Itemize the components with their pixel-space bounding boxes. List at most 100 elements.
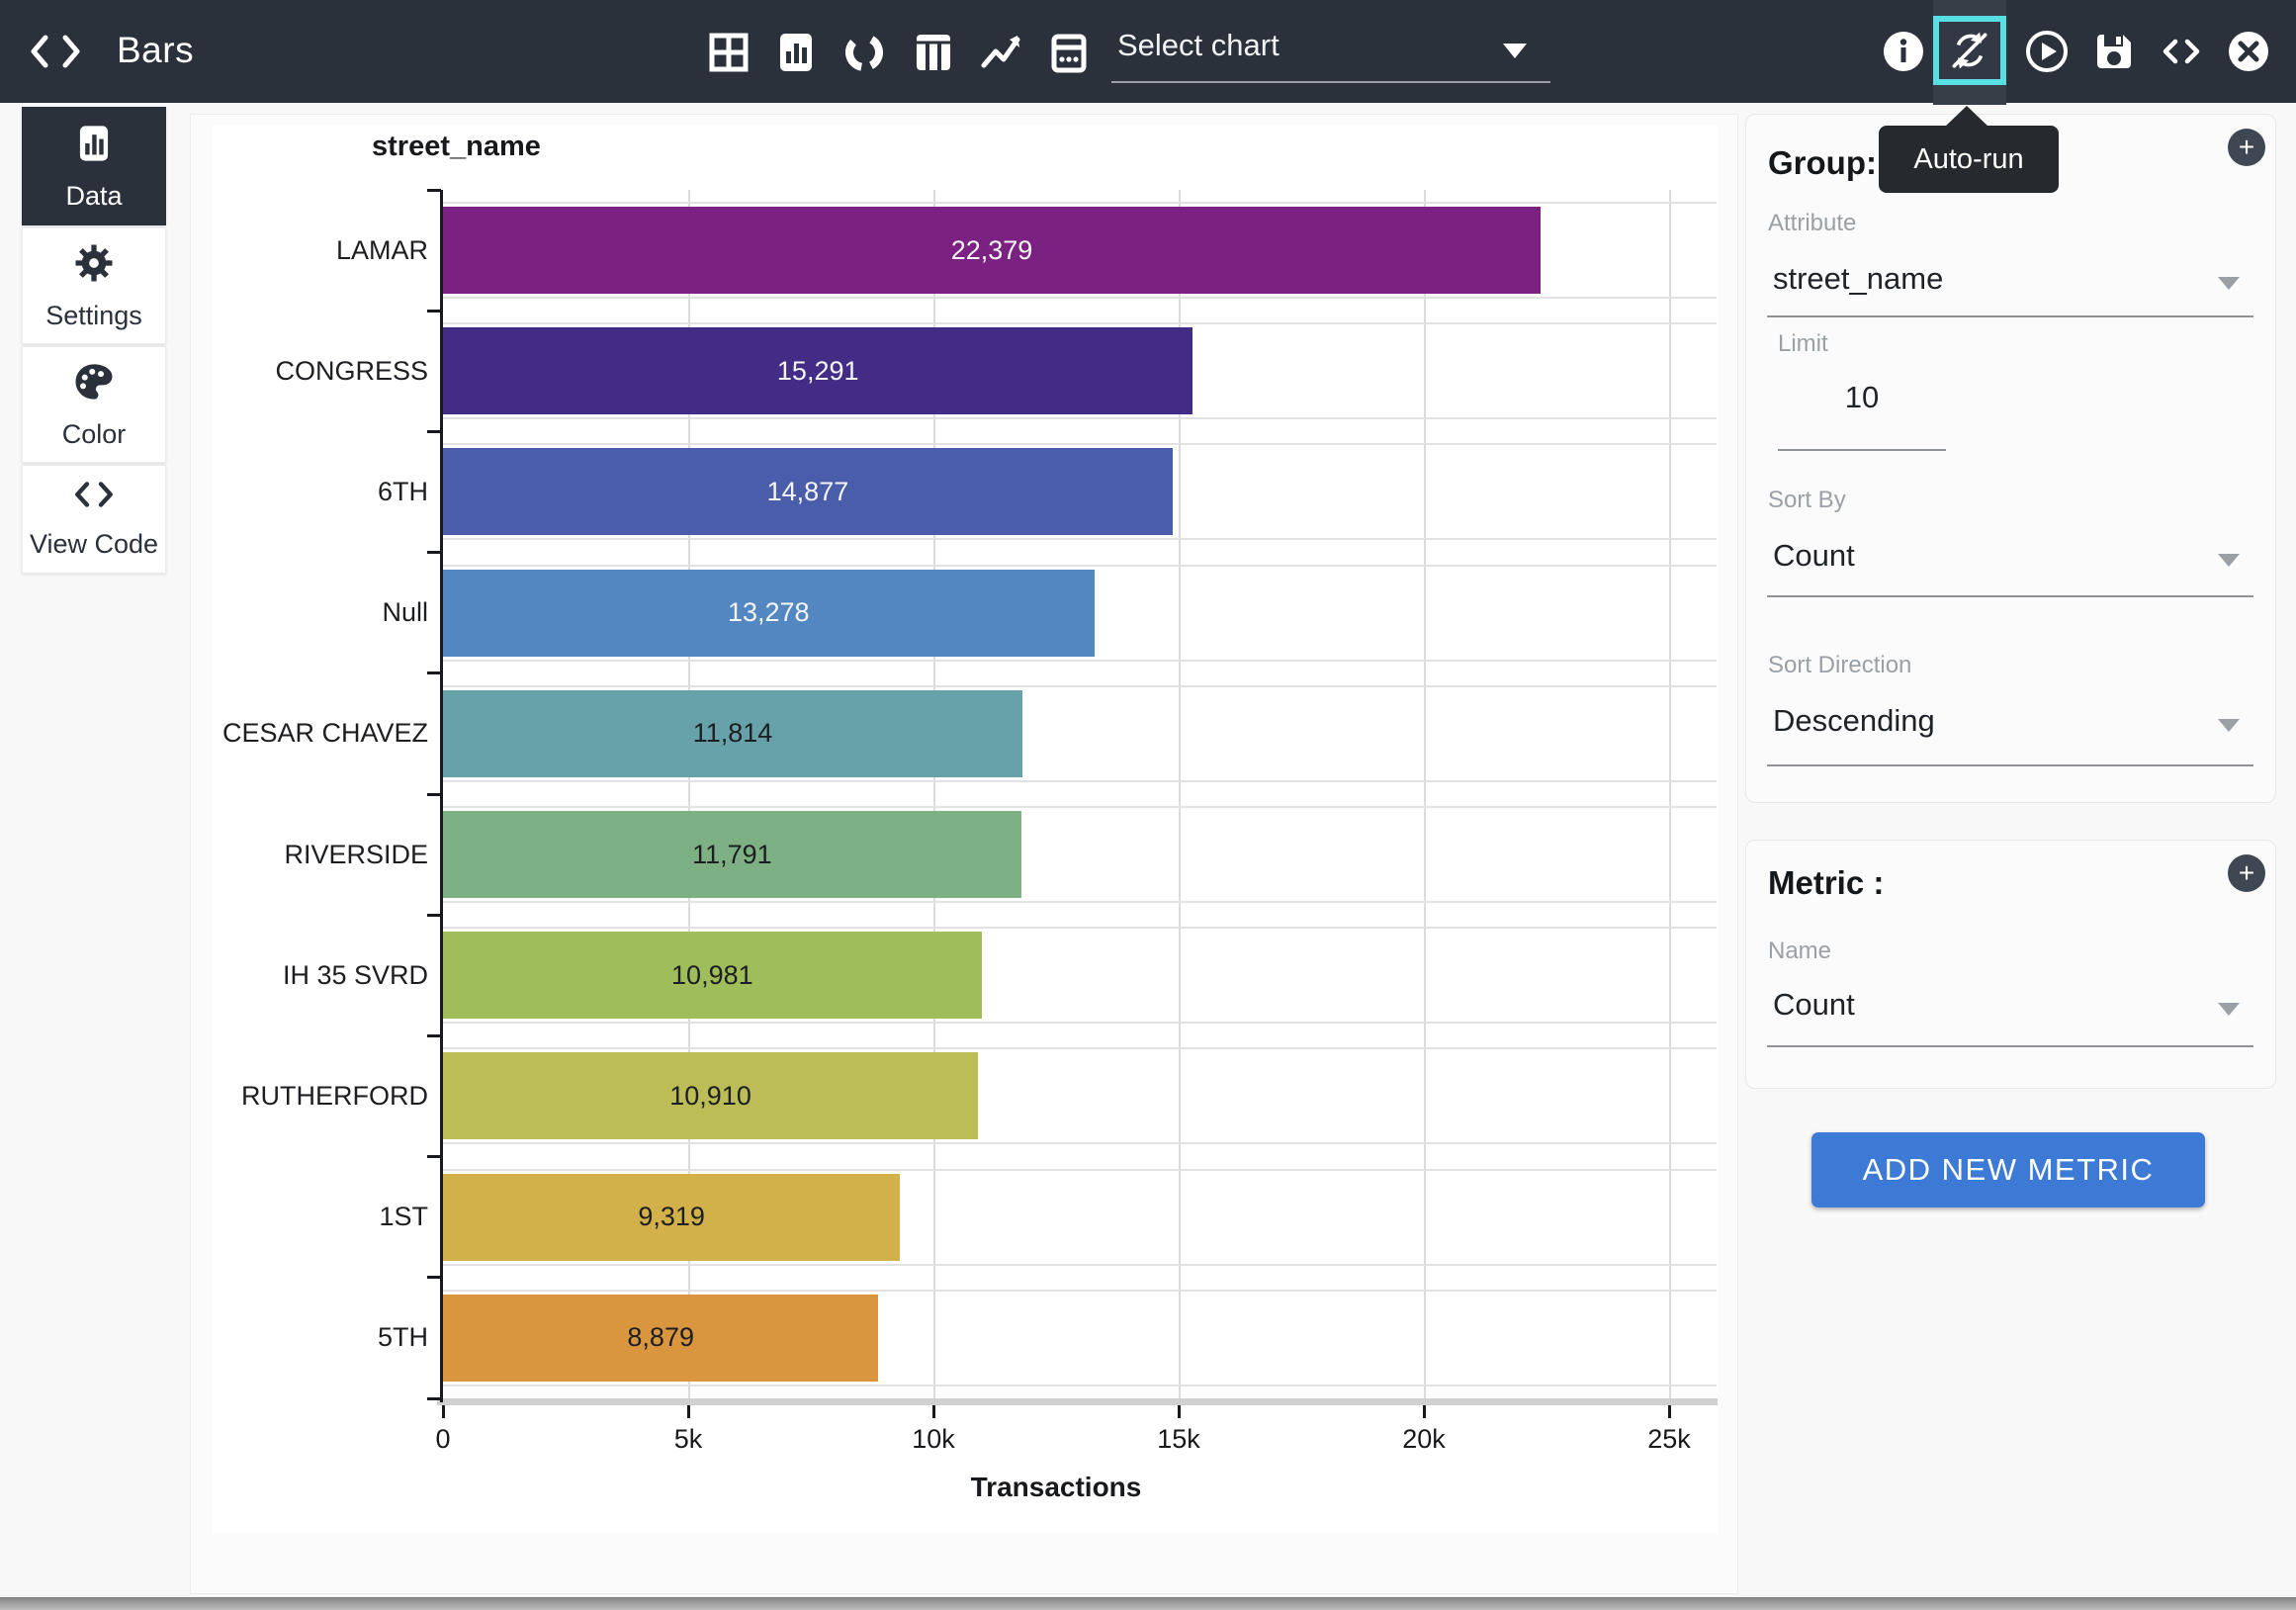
chevron-down-icon — [1503, 44, 1527, 58]
category-label: 5TH — [206, 1278, 428, 1398]
x-axis-tick — [442, 1405, 445, 1418]
add-new-metric-button[interactable]: ADD NEW METRIC — [1811, 1132, 2205, 1208]
donut-chart-icon — [839, 65, 889, 80]
y-axis-tick — [427, 914, 441, 917]
metric-panel: Metric : + Name Count — [1745, 840, 2276, 1089]
x-axis-tick-label: 0 — [398, 1424, 487, 1455]
bar[interactable]: 11,791 — [443, 811, 1021, 898]
view-code-button[interactable] — [2160, 30, 2203, 73]
bar[interactable]: 14,877 — [443, 448, 1173, 535]
attribute-underline — [1767, 315, 2253, 317]
y-axis-tick — [427, 1034, 441, 1037]
bar-chart-icon — [771, 65, 821, 80]
limit-value: 10 — [1778, 380, 1946, 415]
category-label: CONGRESS — [206, 311, 428, 431]
add-metric-plus-button[interactable]: + — [2228, 854, 2265, 892]
attribute-label: Attribute — [1768, 210, 1856, 237]
y-axis-tick — [427, 1397, 441, 1400]
sort-direction-value: Descending — [1773, 703, 1935, 739]
tooltip-caret — [1944, 106, 1989, 128]
line-chart-icon — [976, 65, 1025, 80]
y-axis-tick — [427, 430, 441, 433]
columns-icon — [909, 65, 958, 80]
sort-direction-underline — [1767, 764, 2253, 766]
attribute-value: street_name — [1773, 261, 1943, 297]
select-chart-label: Select chart — [1117, 28, 1280, 63]
chevron-down-icon — [2218, 277, 2240, 290]
sidebar-item-settings[interactable]: Settings — [22, 227, 166, 344]
x-axis-tick-label: 20k — [1379, 1424, 1468, 1455]
sort-direction-select[interactable]: Descending — [1767, 693, 2253, 757]
sidebar-item-color[interactable]: Color — [22, 346, 166, 463]
sort-by-label: Sort By — [1768, 487, 1846, 514]
bar[interactable]: 10,910 — [443, 1052, 978, 1139]
chart-type-line-chart-button[interactable] — [976, 28, 1025, 77]
bar[interactable]: 9,319 — [443, 1174, 900, 1261]
chart-type-bar-chart-button[interactable] — [771, 28, 821, 77]
bottom-scrollbar[interactable] — [0, 1597, 2296, 1610]
bar-row: RIVERSIDE11,791 — [443, 794, 1669, 915]
save-button[interactable] — [2092, 30, 2136, 73]
info-icon — [1882, 61, 1925, 76]
chart-type-table-grid-button[interactable] — [704, 28, 753, 77]
code-icon — [2160, 61, 2203, 76]
bar-row: 5TH8,879 — [443, 1278, 1669, 1398]
chevron-down-icon — [2218, 719, 2240, 732]
bar-value-label: 15,291 — [443, 327, 1192, 414]
add-group-button[interactable]: + — [2228, 129, 2265, 166]
sidebar-item-view-code[interactable]: View Code — [22, 465, 166, 574]
bar-value-label: 13,278 — [443, 570, 1095, 657]
x-axis-tick — [932, 1405, 935, 1418]
chevron-down-icon — [2218, 554, 2240, 567]
chevron-down-icon — [2218, 1003, 2240, 1016]
y-axis-tick — [427, 1155, 441, 1158]
sidebar-item-data[interactable]: Data — [22, 107, 166, 225]
gear-icon — [72, 241, 116, 285]
bar[interactable]: 15,291 — [443, 327, 1192, 414]
bar-value-label: 8,879 — [443, 1295, 878, 1382]
sort-by-select[interactable]: Count — [1767, 528, 2253, 591]
select-chart-underline — [1111, 81, 1550, 83]
category-label: CESAR CHAVEZ — [206, 673, 428, 794]
plus-icon: + — [2239, 132, 2254, 162]
plus-icon: + — [2239, 857, 2254, 888]
x-axis-tick-label: 25k — [1625, 1424, 1714, 1455]
bar-row: 6TH14,877 — [443, 431, 1669, 552]
select-chart-dropdown[interactable]: Select chart — [1111, 22, 1550, 83]
x-axis-tick — [1668, 1405, 1671, 1418]
bar[interactable]: 8,879 — [443, 1295, 878, 1382]
x-axis-tick-label: 10k — [889, 1424, 978, 1455]
auto-run-disabled-icon — [1945, 61, 1994, 76]
bar[interactable]: 11,814 — [443, 690, 1022, 777]
bar[interactable]: 10,981 — [443, 932, 982, 1019]
x-axis-tick — [1423, 1405, 1426, 1418]
navbar: Bars Select chart — [0, 0, 2296, 103]
chart-type-donut-chart-button[interactable] — [839, 28, 889, 77]
group-panel: Group: 1 + Attribute street_name Limit 1… — [1745, 114, 2276, 803]
attribute-select[interactable]: street_name — [1767, 251, 2253, 314]
chart-type-columns-button[interactable] — [909, 28, 958, 77]
sidebar-item-label: Settings — [45, 301, 142, 331]
bar-value-label: 10,981 — [443, 932, 982, 1019]
auto-run-button[interactable] — [1933, 16, 2006, 85]
bar-value-label: 10,910 — [443, 1052, 978, 1139]
run-button[interactable] — [2025, 30, 2069, 73]
category-label: 6TH — [206, 431, 428, 552]
info-button[interactable] — [1882, 30, 1925, 73]
bar[interactable]: 13,278 — [443, 570, 1095, 657]
sidebar-item-label: Data — [65, 181, 122, 212]
sort-by-value: Count — [1773, 538, 1855, 574]
metric-name-select[interactable]: Count — [1767, 977, 2253, 1040]
app-root: Bars Select chart — [0, 0, 2296, 1610]
limit-input[interactable]: 10 — [1778, 344, 1946, 453]
category-label: 1ST — [206, 1157, 428, 1278]
table-grid-icon — [704, 65, 753, 80]
sort-direction-label: Sort Direction — [1768, 652, 1911, 679]
bar-row: IH 35 SVRD10,981 — [443, 915, 1669, 1035]
bar-row: CESAR CHAVEZ11,814 — [443, 673, 1669, 794]
x-axis-tick — [687, 1405, 690, 1418]
chart-type-calendar-button[interactable] — [1044, 28, 1094, 77]
bar[interactable]: 22,379 — [443, 207, 1541, 294]
limit-underline — [1778, 449, 1946, 451]
close-button[interactable] — [2227, 30, 2270, 73]
